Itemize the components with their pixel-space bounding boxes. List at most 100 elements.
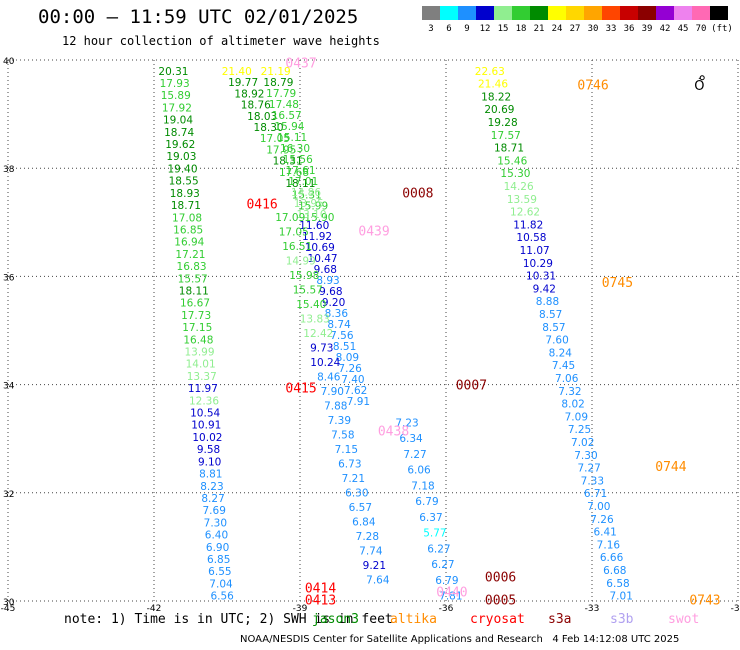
legend-label: 3 [428, 24, 434, 34]
swh-label: 19.03 [166, 151, 196, 163]
swh-label: 13.10 [296, 209, 326, 221]
swh-label: 7.91 [347, 396, 370, 408]
swh-label: 7.26 [338, 363, 362, 375]
x-tick-label: -42 [147, 604, 162, 614]
swh-label: 18.22 [481, 91, 511, 103]
swh-label: 18.31 [273, 156, 303, 168]
time-label: 0414 [305, 581, 336, 596]
swh-label: 9.73 [310, 342, 333, 354]
swh-label: 6.90 [206, 542, 229, 554]
swh-label: 16.57 [272, 110, 302, 122]
swh-label: 7.30 [574, 450, 597, 462]
swh-label: 13.37 [187, 371, 217, 383]
swh-label: 10.24 [310, 357, 340, 369]
swh-label: 17.05 [279, 226, 309, 238]
swh-label: 7.25 [568, 424, 591, 436]
swh-label: 15.40 [296, 299, 326, 311]
swh-label: 8.02 [561, 399, 584, 411]
swh-label: 9.58 [197, 444, 220, 456]
swh-label: 17.09 [275, 212, 305, 224]
swh-label: 17.92 [162, 102, 192, 114]
legend-label: 9 [464, 24, 470, 34]
swh-label: 7.02 [571, 437, 594, 449]
swh-label: 17.93 [160, 78, 190, 90]
swh-label: 17.01 [288, 176, 318, 188]
legend-label: 45 [677, 24, 689, 34]
legend-swatch [548, 6, 566, 20]
swh-label: 7.74 [359, 545, 383, 557]
swh-label: 7.00 [587, 501, 610, 513]
swh-label: 13.83 [300, 313, 330, 325]
legend-swatch [422, 6, 440, 20]
swh-label: 7.27 [403, 449, 426, 461]
swh-label: 8.81 [199, 469, 222, 481]
swh-label: 19.04 [163, 115, 193, 127]
y-tick-label: 40 [3, 57, 15, 67]
y-tick-label: 30 [3, 598, 15, 608]
swh-label: 18.93 [170, 188, 200, 200]
swh-label: 11.82 [513, 219, 543, 231]
legend-swatch [440, 6, 458, 20]
swh-label: 15.11 [277, 132, 307, 144]
swh-label: 19.77 [228, 77, 258, 89]
legend-label: 21 [533, 24, 545, 34]
swh-label: 13.59 [507, 194, 537, 206]
swh-label: 18.92 [234, 88, 264, 100]
swh-label: 7.27 [577, 463, 600, 475]
time-label: 0006 [485, 571, 516, 586]
swh-label: 7.39 [328, 415, 351, 427]
legend-label: 27 [569, 24, 581, 34]
swh-label: 9.68 [314, 264, 337, 276]
swh-label: 20.31 [158, 66, 188, 78]
swh-label: 10.47 [308, 253, 338, 265]
x-tick-label: -45 [1, 604, 16, 614]
swh-label: 10.31 [526, 271, 556, 283]
swh-label: 8.88 [536, 296, 559, 308]
island-outline [699, 75, 705, 81]
swh-label: 6.41 [593, 527, 616, 539]
swh-label: 6.66 [600, 552, 624, 564]
time-label: 0413 [305, 593, 336, 608]
swh-label: 18.79 [263, 77, 293, 89]
chart-subtitle: 12 hour collection of altimeter wave hei… [62, 34, 380, 48]
swh-label: 11.07 [520, 245, 550, 257]
time-label: 0439 [358, 224, 389, 239]
swh-label: 7.16 [597, 539, 621, 551]
swh-label: 18.55 [169, 176, 199, 188]
swh-label: 8.24 [549, 347, 573, 359]
swh-label: 11.60 [299, 220, 329, 232]
swh-label: 15.57 [293, 284, 323, 296]
legend-swatch [674, 6, 692, 20]
legend-label: 24 [551, 24, 563, 34]
swh-label: 12.36 [189, 395, 219, 407]
y-tick-label: 32 [3, 490, 14, 500]
swh-label: 10.54 [190, 408, 220, 420]
swh-label: 17.05 [260, 133, 290, 145]
swh-label: 6.73 [338, 458, 361, 470]
satellite-legend-item: altika [390, 612, 437, 627]
swh-label: 8.36 [325, 308, 349, 320]
swh-label: 18.11 [285, 178, 315, 190]
legend-unit: (ft) [711, 24, 733, 34]
swh-label: 6.79 [415, 496, 438, 508]
swh-label: 19.40 [167, 163, 197, 175]
swh-label: 8.46 [317, 371, 341, 383]
y-tick-label: 36 [3, 273, 15, 283]
swh-label: 7.40 [341, 374, 364, 386]
swh-label: 18.76 [241, 100, 271, 112]
swh-label: 14.86 [291, 187, 321, 199]
chart-title: 00:00 – 11:59 UTC 02/01/2025 [38, 6, 359, 28]
swh-label: 14.01 [186, 359, 216, 371]
swh-label: 17.08 [172, 212, 202, 224]
swh-label: 15.30 [500, 168, 530, 180]
swh-label: 9.20 [322, 297, 345, 309]
swh-label: 21.46 [478, 79, 508, 91]
swh-label: 6.71 [584, 488, 607, 500]
satellite-legend-item: jason3 [312, 612, 359, 627]
legend-swatch [692, 6, 710, 20]
x-tick-label: -33 [585, 604, 600, 614]
legend-label: 33 [605, 24, 617, 34]
satellite-legend-item: s3a [548, 612, 572, 627]
time-label: 0438 [378, 425, 409, 440]
swh-label: 8.93 [316, 275, 339, 287]
